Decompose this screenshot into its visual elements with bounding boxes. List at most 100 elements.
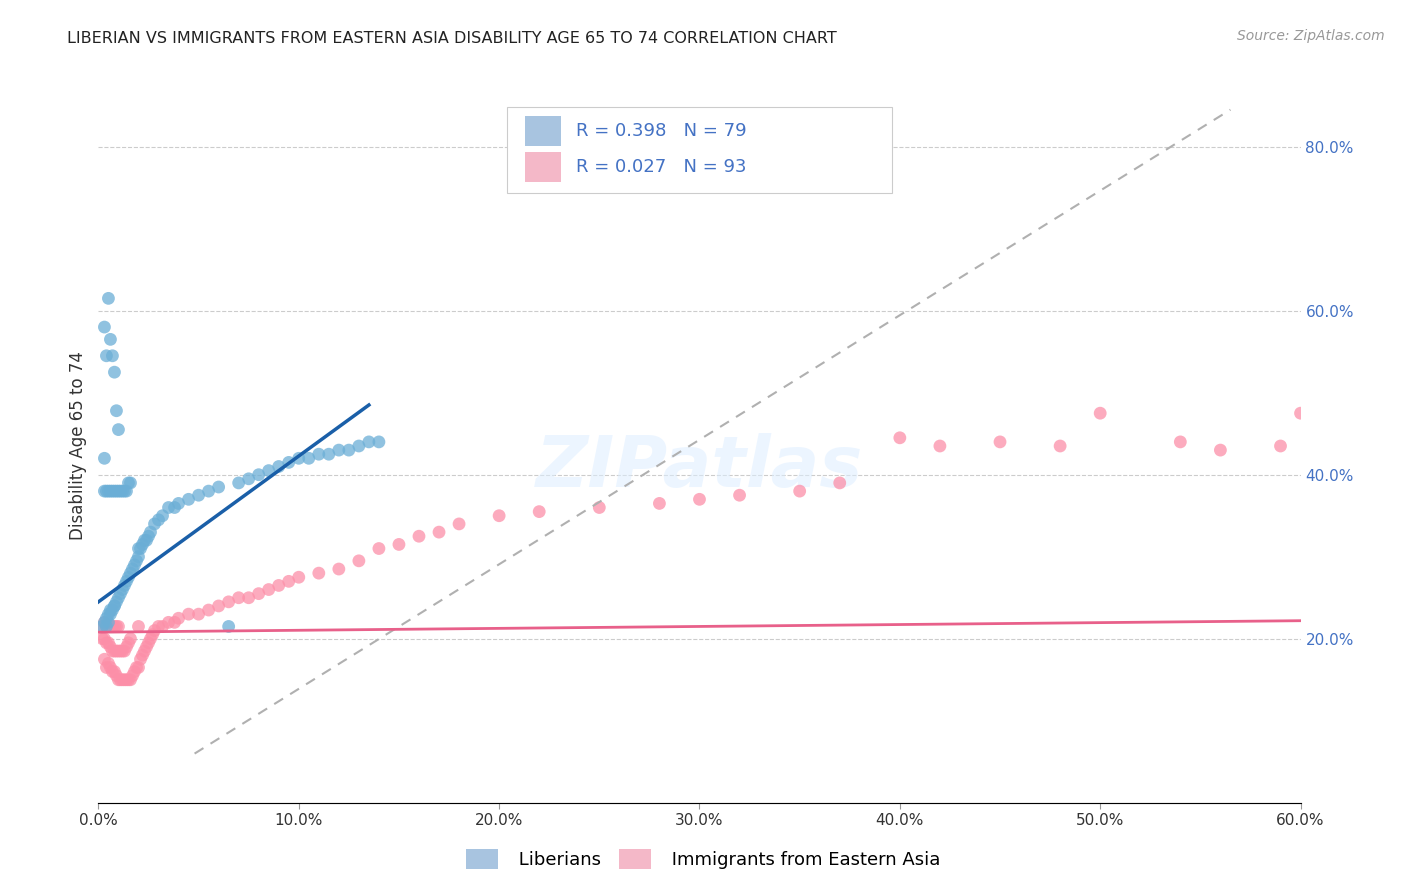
Point [115, 640, 138, 654]
Point [218, 595, 240, 609]
Point [157, 615, 180, 630]
Point [257, 582, 280, 597]
Point [93, 632, 115, 646]
Point [828, 475, 851, 490]
Point [100, 660, 122, 674]
Point [101, 665, 124, 679]
Point [124, 558, 146, 572]
Point [1209, 443, 1232, 458]
Point [1088, 406, 1111, 420]
Point [187, 607, 209, 622]
Point [114, 484, 136, 499]
Point [101, 603, 124, 617]
Point [238, 591, 260, 605]
Point [96, 619, 118, 633]
Point [120, 673, 142, 687]
FancyBboxPatch shape [526, 152, 561, 182]
Point [115, 574, 138, 589]
Point [103, 599, 125, 613]
Point [134, 644, 156, 658]
Point [100, 607, 122, 622]
Point [308, 566, 330, 581]
Point [115, 484, 138, 499]
Point [110, 644, 132, 658]
Point [117, 636, 139, 650]
Point [328, 562, 350, 576]
Point [101, 644, 124, 658]
Point [100, 484, 122, 499]
Point [129, 652, 152, 666]
Point [648, 496, 671, 510]
Point [121, 668, 143, 682]
Point [368, 434, 391, 449]
Point [103, 619, 125, 633]
Point [120, 632, 142, 646]
Point [143, 624, 166, 638]
Point [110, 484, 132, 499]
Point [100, 619, 122, 633]
Point [187, 488, 209, 502]
Point [97, 607, 120, 622]
Text: R = 0.398   N = 79: R = 0.398 N = 79 [575, 122, 747, 140]
Point [1289, 406, 1312, 420]
Point [177, 607, 200, 622]
Point [267, 459, 290, 474]
Point [100, 603, 122, 617]
Text: Source: ZipAtlas.com: Source: ZipAtlas.com [1237, 29, 1385, 43]
Point [117, 570, 139, 584]
Point [138, 529, 160, 543]
Point [218, 619, 240, 633]
Point [139, 632, 162, 646]
Point [318, 447, 340, 461]
Point [97, 636, 120, 650]
Point [197, 603, 219, 617]
Y-axis label: Disability Age 65 to 74: Disability Age 65 to 74 [69, 351, 87, 541]
Point [107, 591, 129, 605]
Point [107, 484, 129, 499]
Point [588, 500, 610, 515]
Point [117, 475, 139, 490]
Point [101, 619, 124, 633]
Point [143, 516, 166, 531]
Point [408, 529, 430, 543]
Point [277, 574, 299, 589]
Point [131, 648, 153, 662]
Point [337, 443, 360, 458]
Point [929, 439, 952, 453]
Point [107, 619, 129, 633]
Point [128, 541, 150, 556]
Point [357, 434, 380, 449]
Point [228, 591, 250, 605]
Point [152, 508, 174, 523]
Point [103, 644, 125, 658]
Point [107, 423, 129, 437]
Point [129, 541, 152, 556]
Point [988, 434, 1011, 449]
Point [96, 349, 118, 363]
Point [124, 665, 146, 679]
Point [128, 549, 150, 564]
Point [728, 488, 751, 502]
Point [101, 484, 124, 499]
Point [97, 619, 120, 633]
Point [135, 640, 157, 654]
Point [167, 496, 190, 510]
Point [114, 673, 136, 687]
Point [111, 644, 134, 658]
Point [105, 403, 128, 417]
Point [889, 431, 911, 445]
Point [105, 484, 128, 499]
Point [93, 615, 115, 630]
Point [125, 660, 148, 674]
Point [247, 467, 270, 482]
Point [96, 484, 118, 499]
FancyBboxPatch shape [508, 107, 891, 193]
Point [247, 587, 270, 601]
Point [96, 660, 118, 674]
Point [148, 513, 170, 527]
Point [208, 599, 231, 613]
Point [177, 492, 200, 507]
Point [97, 291, 120, 305]
Point [114, 644, 136, 658]
Point [114, 578, 136, 592]
